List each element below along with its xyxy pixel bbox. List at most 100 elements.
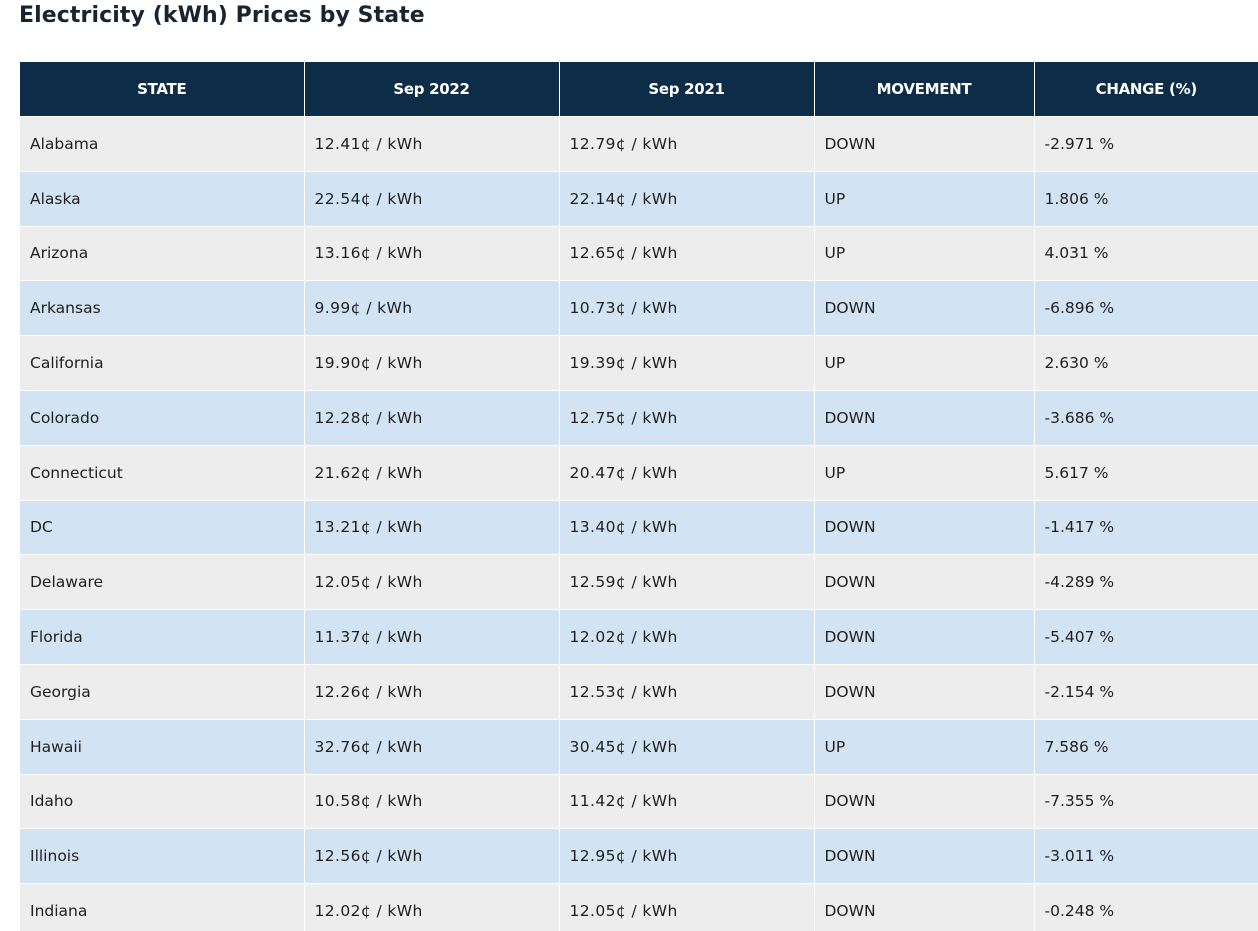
state-cell: Illinois (20, 828, 305, 884)
change-cell: -2.154 % (1034, 663, 1258, 720)
price-sep-2022: 12.26¢ / kWh (304, 663, 560, 720)
table-row: Alaska 22.54¢ / kWh 22.14¢ / kWh UP 1.806 % (20, 170, 1258, 227)
movement-cell: DOWN (814, 280, 1035, 336)
change-cell: -7.355 % (1034, 773, 1258, 829)
state-cell: Indiana (20, 883, 305, 931)
movement-cell: UP (814, 335, 1035, 391)
price-sep-2021: 10.73¢ / kWh (559, 280, 815, 336)
price-sep-2021: 20.47¢ / kWh (559, 444, 815, 501)
state-cell: Arkansas (20, 280, 305, 336)
state-cell: Connecticut (20, 444, 305, 501)
movement-cell: DOWN (814, 663, 1035, 720)
prices-table: STATE Sep 2022 Sep 2021 MOVEMENT CHANGE … (20, 62, 1258, 931)
table-row: Idaho 10.58¢ / kWh 11.42¢ / kWh DOWN -7.355 … (20, 773, 1258, 829)
table-body: Alabama 12.41¢ / kWh 12.79¢ / kWh DOWN -2.97… (20, 116, 1258, 931)
change-cell: 1.806 % (1034, 170, 1258, 227)
movement-cell: DOWN (814, 828, 1035, 884)
table-row: Delaware 12.05¢ / kWh 12.59¢ / kWh DOWN -4.2… (20, 554, 1258, 610)
price-sep-2021: 22.14¢ / kWh (559, 170, 815, 227)
table-header: STATE Sep 2022 Sep 2021 MOVEMENT CHANGE … (20, 62, 1258, 117)
change-cell: 2.630 % (1034, 335, 1258, 391)
table-row: Florida 11.37¢ / kWh 12.02¢ / kWh DOWN -5.40… (20, 609, 1258, 665)
header-sep-2021: Sep 2021 (559, 62, 815, 117)
change-cell: -1.417 % (1034, 499, 1258, 555)
table-row: Connecticut 21.62¢ / kWh 20.47¢ / kWh UP 5.6… (20, 444, 1258, 501)
table-row: Alabama 12.41¢ / kWh 12.79¢ / kWh DOWN -2.97… (20, 116, 1258, 172)
price-sep-2022: 13.16¢ / kWh (304, 225, 560, 281)
header-change: CHANGE (%) (1034, 62, 1258, 117)
price-sep-2021: 12.53¢ / kWh (559, 663, 815, 720)
state-cell: California (20, 335, 305, 391)
price-sep-2022: 32.76¢ / kWh (304, 718, 560, 775)
price-sep-2022: 12.05¢ / kWh (304, 554, 560, 610)
header-movement: MOVEMENT (814, 62, 1035, 117)
price-sep-2022: 21.62¢ / kWh (304, 444, 560, 501)
header-state: STATE (20, 62, 305, 117)
price-sep-2022: 12.02¢ / kWh (304, 883, 560, 931)
state-cell: Delaware (20, 554, 305, 610)
change-cell: -4.289 % (1034, 554, 1258, 610)
table-row: Colorado 12.28¢ / kWh 12.75¢ / kWh DOWN -3.6… (20, 389, 1258, 446)
state-cell: Colorado (20, 389, 305, 446)
price-sep-2021: 12.02¢ / kWh (559, 609, 815, 665)
price-sep-2022: 12.28¢ / kWh (304, 389, 560, 446)
price-sep-2021: 12.05¢ / kWh (559, 883, 815, 931)
movement-cell: UP (814, 444, 1035, 501)
change-cell: -5.407 % (1034, 609, 1258, 665)
table-row: Arkansas 9.99¢ / kWh 10.73¢ / kWh DOWN -6.89… (20, 280, 1258, 336)
movement-cell: DOWN (814, 609, 1035, 665)
change-cell: -3.011 % (1034, 828, 1258, 884)
table-row: Arizona 13.16¢ / kWh 12.65¢ / kWh UP 4.031 % (20, 225, 1258, 281)
change-cell: 5.617 % (1034, 444, 1258, 501)
movement-cell: DOWN (814, 883, 1035, 931)
state-cell: DC (20, 499, 305, 555)
price-sep-2021: 12.95¢ / kWh (559, 828, 815, 884)
price-sep-2022: 19.90¢ / kWh (304, 335, 560, 391)
table-row: Georgia 12.26¢ / kWh 12.53¢ / kWh DOWN -2.15… (20, 663, 1258, 720)
price-sep-2021: 19.39¢ / kWh (559, 335, 815, 391)
price-sep-2022: 9.99¢ / kWh (304, 280, 560, 336)
price-sep-2022: 10.58¢ / kWh (304, 773, 560, 829)
page-title: Electricity (kWh) Prices by State (19, 3, 425, 28)
header-sep-2022: Sep 2022 (304, 62, 560, 117)
movement-cell: DOWN (814, 773, 1035, 829)
header-row: STATE Sep 2022 Sep 2021 MOVEMENT CHANGE … (20, 62, 1258, 117)
movement-cell: DOWN (814, 116, 1035, 172)
table-row: Illinois 12.56¢ / kWh 12.95¢ / kWh DOWN -3.0… (20, 828, 1258, 884)
state-cell: Alabama (20, 116, 305, 172)
state-cell: Georgia (20, 663, 305, 720)
price-sep-2022: 12.56¢ / kWh (304, 828, 560, 884)
price-sep-2022: 22.54¢ / kWh (304, 170, 560, 227)
state-cell: Florida (20, 609, 305, 665)
price-sep-2021: 13.40¢ / kWh (559, 499, 815, 555)
state-cell: Arizona (20, 225, 305, 281)
change-cell: 4.031 % (1034, 225, 1258, 281)
price-sep-2021: 30.45¢ / kWh (559, 718, 815, 775)
price-sep-2022: 11.37¢ / kWh (304, 609, 560, 665)
price-sep-2022: 12.41¢ / kWh (304, 116, 560, 172)
change-cell: -3.686 % (1034, 389, 1258, 446)
change-cell: 7.586 % (1034, 718, 1258, 775)
table-row: California 19.90¢ / kWh 19.39¢ / kWh UP 2.63… (20, 335, 1258, 391)
price-sep-2021: 12.75¢ / kWh (559, 389, 815, 446)
price-sep-2021: 11.42¢ / kWh (559, 773, 815, 829)
movement-cell: UP (814, 718, 1035, 775)
price-sep-2021: 12.59¢ / kWh (559, 554, 815, 610)
movement-cell: DOWN (814, 499, 1035, 555)
state-cell: Hawaii (20, 718, 305, 775)
state-cell: Idaho (20, 773, 305, 829)
price-sep-2022: 13.21¢ / kWh (304, 499, 560, 555)
movement-cell: UP (814, 225, 1035, 281)
change-cell: -6.896 % (1034, 280, 1258, 336)
table-row: Indiana 12.02¢ / kWh 12.05¢ / kWh DOWN -0.24… (20, 883, 1258, 931)
movement-cell: UP (814, 170, 1035, 227)
price-sep-2021: 12.79¢ / kWh (559, 116, 815, 172)
movement-cell: DOWN (814, 389, 1035, 446)
price-sep-2021: 12.65¢ / kWh (559, 225, 815, 281)
change-cell: -2.971 % (1034, 116, 1258, 172)
table-row: DC 13.21¢ / kWh 13.40¢ / kWh DOWN -1.417 % (20, 499, 1258, 555)
state-cell: Alaska (20, 170, 305, 227)
change-cell: -0.248 % (1034, 883, 1258, 931)
movement-cell: DOWN (814, 554, 1035, 610)
